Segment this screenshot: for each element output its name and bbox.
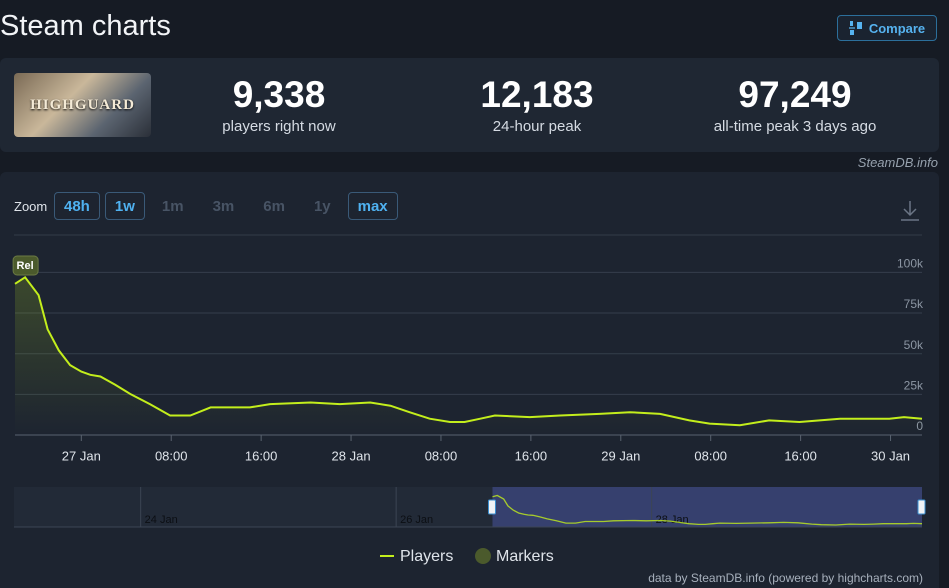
series-area: [15, 277, 922, 435]
stat-value: 12,183: [480, 74, 594, 115]
y-tick-label: 100k: [897, 257, 924, 271]
legend-swatch: [475, 548, 491, 564]
legend-label: Players: [400, 548, 453, 565]
x-tick-label: 28 Jan: [332, 448, 371, 463]
zoom-button: 1m: [161, 197, 184, 215]
stat-label: 24-hour peak: [492, 118, 582, 135]
x-tick-label: 27 Jan: [62, 448, 101, 463]
stat: 12,183 24-hour peak: [407, 58, 667, 135]
marker-flag: [12, 255, 39, 276]
x-tick-label: 08:00: [694, 448, 727, 463]
y-tick-label: 50k: [904, 338, 924, 352]
page-title: Steam charts: [0, 10, 171, 42]
legend-item[interactable]: Markers: [475, 548, 554, 565]
stat-label: players right now: [222, 118, 336, 135]
game-logo: HIGHGUARD: [14, 73, 151, 137]
x-tick-label: 30 Jan: [871, 448, 910, 463]
navigator-tick-label: 26 Jan: [400, 514, 433, 526]
compare-label: Compare: [868, 20, 926, 36]
zoom-button[interactable]: 1w: [104, 192, 145, 220]
source-label: SteamDB.info: [857, 155, 938, 170]
x-tick-label: 16:00: [784, 448, 817, 463]
zoom-buttons: 48h 1w 1m 3m 6m 1y max: [54, 192, 398, 220]
legend-label: Markers: [496, 548, 554, 565]
zoom-button[interactable]: max: [347, 192, 398, 220]
stats-panel: HIGHGUARD 9,338 players right now 12,183 24…: [0, 58, 939, 152]
navigator-handle[interactable]: [917, 499, 926, 515]
legend-item[interactable]: Players: [380, 548, 453, 565]
zoom-label: Zoom: [14, 199, 48, 214]
y-tick-label: 25k: [904, 379, 924, 393]
series-line: [14, 275, 923, 427]
stat-value: 97,249: [738, 74, 852, 115]
x-tick-label: 16:00: [245, 448, 278, 463]
marker-label: Rel: [17, 260, 34, 272]
x-tick-label: 16:00: [515, 448, 548, 463]
stat: 9,338 players right now: [149, 58, 409, 135]
stat-value: 9,338: [232, 74, 326, 115]
y-tick-label: 75k: [904, 297, 924, 311]
x-tick-label: 08:00: [155, 448, 188, 463]
credit: data by SteamDB.info (powered by highcha…: [648, 571, 923, 585]
stat-label: all-time peak 3 days ago: [713, 118, 877, 135]
navigator-selection: [492, 487, 922, 527]
zoom-button: 6m: [263, 197, 285, 215]
zoom-button: 1y: [313, 197, 331, 215]
navigator-line: [492, 494, 923, 526]
download-button[interactable]: [899, 199, 921, 223]
compare-button[interactable]: Compare: [837, 15, 937, 41]
navigator-handle[interactable]: [487, 499, 496, 515]
zoom-button: 3m: [212, 197, 235, 215]
compare-icon: [848, 21, 862, 35]
stat: 97,249 all-time peak 3 days ago: [665, 58, 925, 135]
navigator-tick-label: 24 Jan: [145, 514, 178, 526]
x-tick-label: 08:00: [425, 448, 458, 463]
zoom-button[interactable]: 48h: [54, 192, 100, 220]
x-tick-label: 29 Jan: [601, 448, 640, 463]
